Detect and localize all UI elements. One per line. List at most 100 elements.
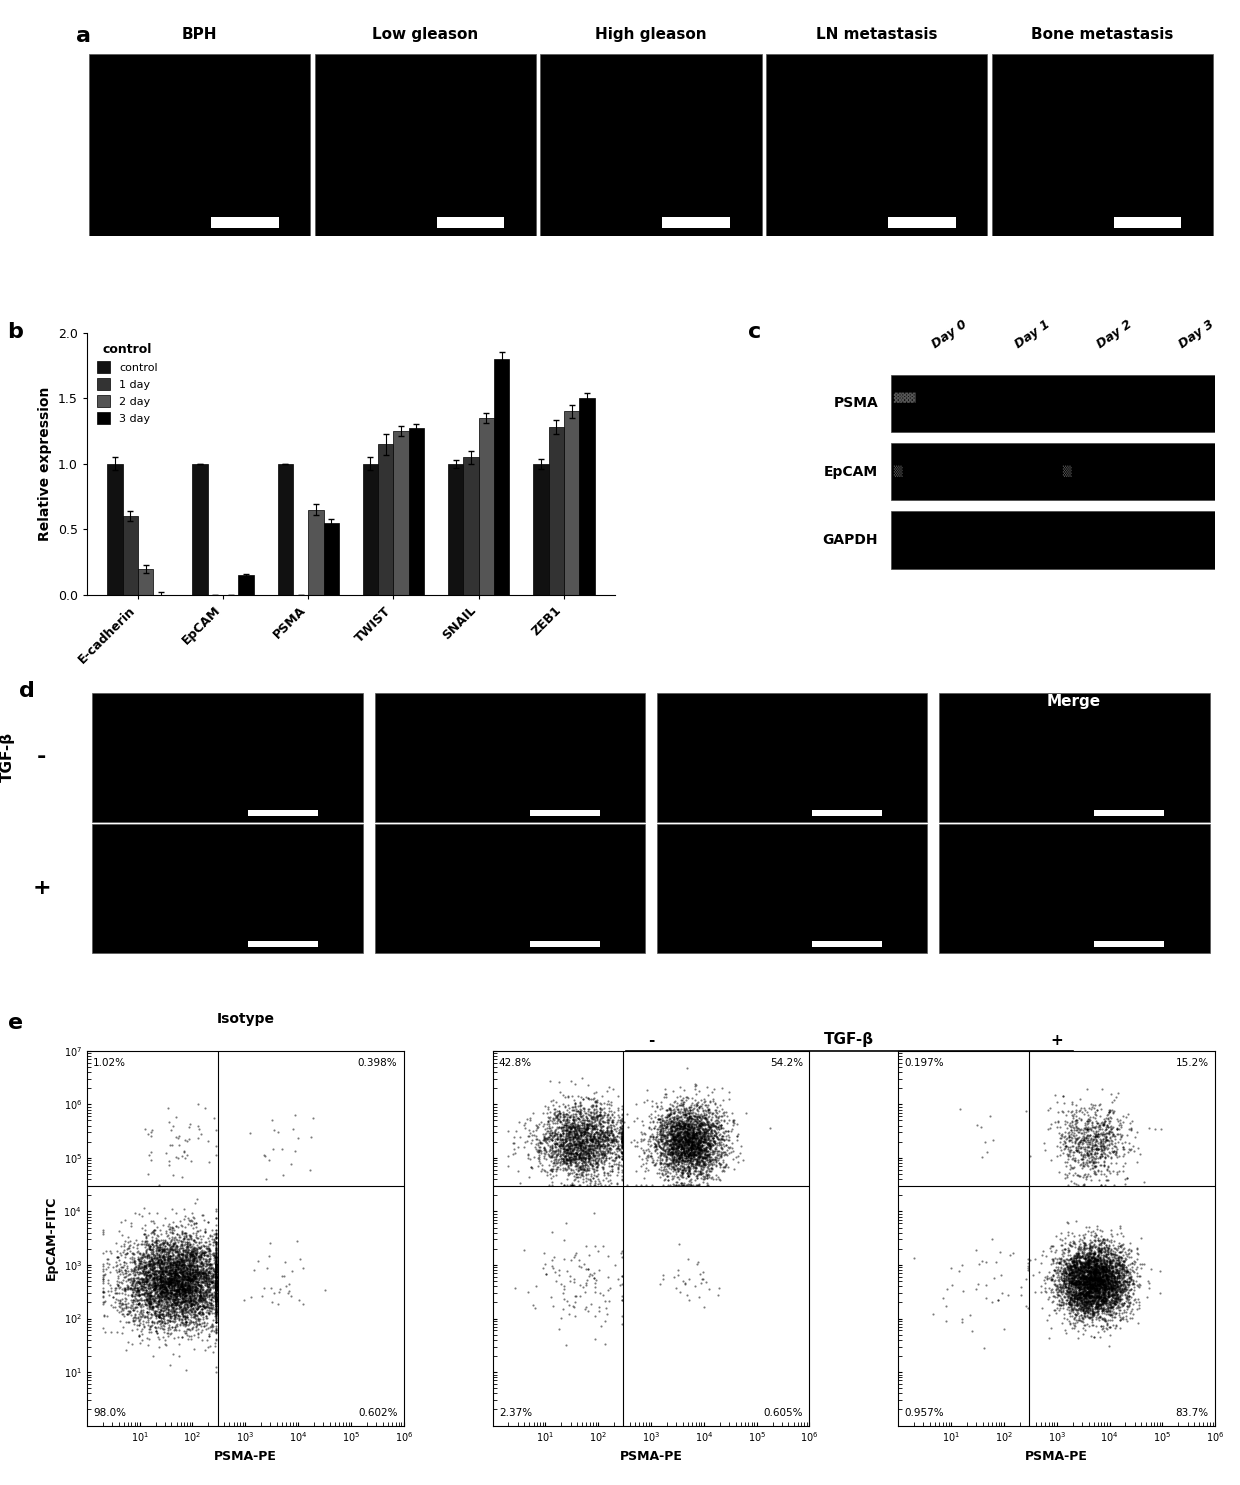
Point [193, 1207, 213, 1231]
Point [1099, 1261, 1118, 1285]
Point [697, 1109, 717, 1133]
Point [94, 1280, 114, 1304]
Point [1070, 1152, 1090, 1176]
Point [129, 1279, 149, 1302]
Point [207, 1250, 227, 1274]
Point [574, 1120, 594, 1143]
Point [1095, 1136, 1115, 1160]
Point [1069, 1277, 1089, 1301]
Point [196, 1262, 216, 1286]
Point [641, 1145, 661, 1169]
Point [1091, 1296, 1111, 1320]
Point [139, 1296, 159, 1320]
Point [1114, 1255, 1133, 1279]
Point [684, 1124, 704, 1148]
Point [557, 1114, 577, 1138]
Point [534, 1140, 554, 1164]
Point [160, 1265, 180, 1289]
Point [179, 1301, 198, 1325]
Point [683, 1140, 703, 1164]
Point [681, 1129, 701, 1152]
Point [588, 1139, 608, 1163]
Point [1053, 1142, 1073, 1166]
Point [558, 1121, 578, 1145]
Point [1074, 1286, 1094, 1310]
Point [583, 1109, 603, 1133]
Point [1075, 1249, 1095, 1273]
Point [609, 1145, 629, 1169]
Point [1052, 1279, 1071, 1302]
Point [1068, 1287, 1087, 1311]
Point [681, 1173, 701, 1197]
Point [665, 1127, 684, 1151]
Point [1114, 1261, 1133, 1285]
Point [608, 1136, 627, 1160]
Point [565, 1143, 585, 1167]
Point [182, 1310, 202, 1334]
Point [714, 1103, 734, 1127]
Point [187, 1262, 207, 1286]
Point [574, 1121, 594, 1145]
Point [154, 1237, 174, 1261]
Point [190, 1243, 210, 1267]
Point [185, 1279, 205, 1302]
Point [187, 1264, 207, 1287]
Point [171, 1261, 191, 1285]
Point [680, 1106, 699, 1130]
Point [1076, 1259, 1096, 1283]
Point [1083, 1299, 1102, 1323]
Point [1079, 1280, 1099, 1304]
Point [677, 1124, 697, 1148]
Point [1116, 1286, 1136, 1310]
Point [164, 1250, 184, 1274]
Point [1101, 1289, 1121, 1313]
Point [161, 1304, 181, 1328]
Point [1079, 1249, 1099, 1273]
Point [1080, 1268, 1100, 1292]
Point [97, 1247, 117, 1271]
Point [671, 1127, 691, 1151]
Point [1089, 1268, 1109, 1292]
Point [141, 1302, 161, 1326]
Point [508, 1136, 528, 1160]
Point [687, 1126, 707, 1149]
Point [575, 1148, 595, 1172]
Point [542, 1115, 562, 1139]
Point [686, 1157, 706, 1181]
Point [539, 1123, 559, 1146]
Point [1069, 1271, 1089, 1295]
Point [676, 1117, 696, 1140]
Point [573, 1123, 593, 1146]
Point [567, 1133, 587, 1157]
Point [1090, 1233, 1110, 1256]
Point [658, 1154, 678, 1178]
Point [1047, 1115, 1066, 1139]
Point [681, 1139, 701, 1163]
Point [1106, 1286, 1126, 1310]
Point [154, 1273, 174, 1296]
Point [539, 1105, 559, 1129]
Point [557, 1118, 577, 1142]
Point [544, 1123, 564, 1146]
Point [203, 1258, 223, 1282]
Point [699, 1124, 719, 1148]
Point [105, 1287, 125, 1311]
Point [1052, 1139, 1071, 1163]
Point [676, 1103, 696, 1127]
Point [584, 1148, 604, 1172]
Point [1101, 1273, 1121, 1296]
Point [203, 1228, 223, 1252]
Point [153, 1310, 172, 1334]
Point [159, 1282, 179, 1305]
Point [1069, 1241, 1089, 1265]
Point [1110, 1253, 1130, 1277]
Point [1076, 1295, 1096, 1319]
Point [1109, 1234, 1128, 1258]
Point [180, 1262, 200, 1286]
Point [143, 1295, 162, 1319]
Point [668, 1262, 688, 1286]
Point [182, 1258, 202, 1282]
Point [179, 1265, 198, 1289]
Point [139, 1253, 159, 1277]
Point [600, 1112, 620, 1136]
